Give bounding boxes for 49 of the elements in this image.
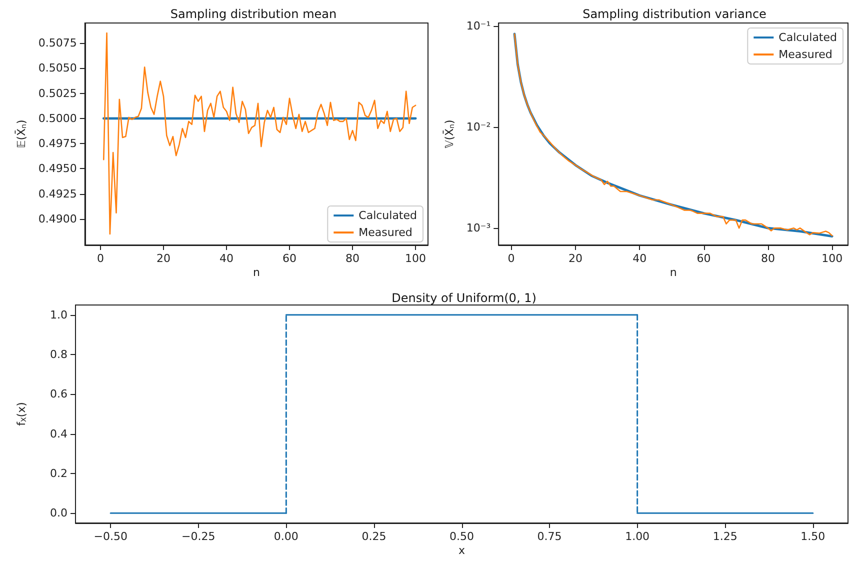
x-tick-label: 40 — [220, 252, 234, 265]
y-tick-label: 0.4975 — [38, 137, 77, 150]
x-tick-label: 0.50 — [450, 530, 474, 543]
y-tick-label: 0.4950 — [38, 162, 77, 176]
x-tick-label: 80 — [346, 252, 360, 265]
y-tick-label: 0.6 — [50, 388, 68, 401]
x-tick-label: 0.75 — [537, 530, 562, 543]
y-tick-label: 0.5025 — [38, 86, 77, 100]
x-axis-title: x — [458, 544, 466, 557]
x-tick-label: 60 — [696, 252, 711, 265]
x-axis-title: n — [252, 266, 260, 279]
legend-label: Calculated — [358, 209, 417, 222]
y-tick-label: 10⁻¹ — [466, 19, 491, 32]
x-tick-label: 60 — [282, 252, 297, 265]
x-tick-label: −0.25 — [182, 530, 216, 543]
x-axis-title: n — [670, 266, 677, 279]
x-tick-label: 100 — [822, 252, 843, 265]
y-tick-label: 0.0 — [50, 506, 68, 520]
y-tick-label: 10⁻³ — [466, 222, 491, 235]
x-tick-label: 0 — [96, 252, 104, 265]
x-tick-label: −0.50 — [94, 530, 128, 543]
y-tick-label: 0.4900 — [38, 212, 77, 226]
chart-title: Sampling distribution mean — [170, 7, 337, 21]
y-tick-label: 0.4 — [50, 427, 68, 440]
legend-label: Measured — [358, 226, 412, 239]
x-tick-label: 1.50 — [800, 530, 826, 543]
x-tick-label: 80 — [760, 252, 775, 265]
y-tick-label: 0.8 — [50, 348, 68, 362]
x-tick-label: 0.00 — [274, 530, 298, 543]
y-tick-label: 0.5050 — [38, 62, 77, 75]
y-tick-label: 0.5075 — [38, 36, 77, 50]
x-tick-label: 1.25 — [712, 530, 738, 543]
y-tick-label: 0.5000 — [38, 112, 77, 125]
chart-title: Sampling distribution variance — [582, 7, 766, 21]
x-tick-label: 100 — [405, 252, 426, 265]
x-tick-label: 20 — [156, 252, 170, 265]
legend-label: Measured — [778, 48, 832, 61]
y-tick-label: 10⁻² — [466, 120, 491, 134]
x-tick-label: 20 — [568, 252, 582, 265]
legend-label: Calculated — [778, 31, 837, 44]
x-tick-label: 40 — [632, 252, 647, 265]
line-series — [102, 32, 416, 235]
x-tick-label: 0 — [508, 252, 515, 265]
y-tick-label: 0.2 — [50, 466, 68, 480]
y-tick-label: 1.0 — [50, 308, 68, 322]
chart-title: Density of Uniform(0, 1) — [392, 291, 536, 305]
x-tick-label: 0.25 — [362, 530, 386, 543]
x-tick-label: 1.00 — [625, 530, 650, 543]
y-tick-label: 0.4925 — [38, 187, 77, 200]
